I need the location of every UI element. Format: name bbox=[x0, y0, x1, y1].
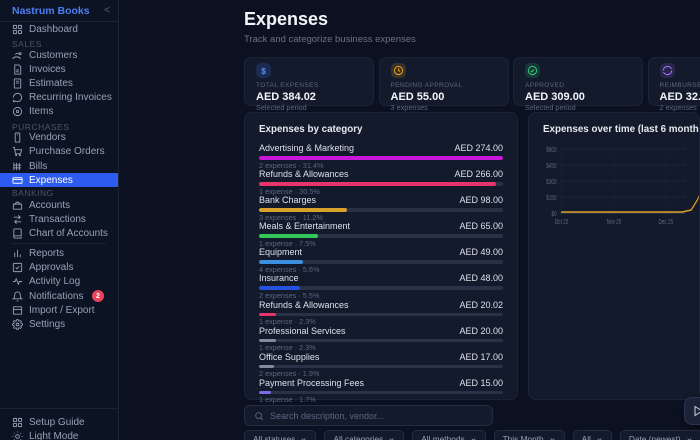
svg-text:Nov 25: Nov 25 bbox=[607, 218, 622, 226]
svg-text:$150: $150 bbox=[546, 194, 557, 202]
svg-text:$600: $600 bbox=[546, 146, 557, 154]
svg-text:Dec 25: Dec 25 bbox=[659, 218, 674, 226]
svg-text:Oct 25: Oct 25 bbox=[555, 218, 569, 226]
svg-text:$450: $450 bbox=[546, 162, 557, 170]
svg-text:$300: $300 bbox=[546, 178, 557, 186]
